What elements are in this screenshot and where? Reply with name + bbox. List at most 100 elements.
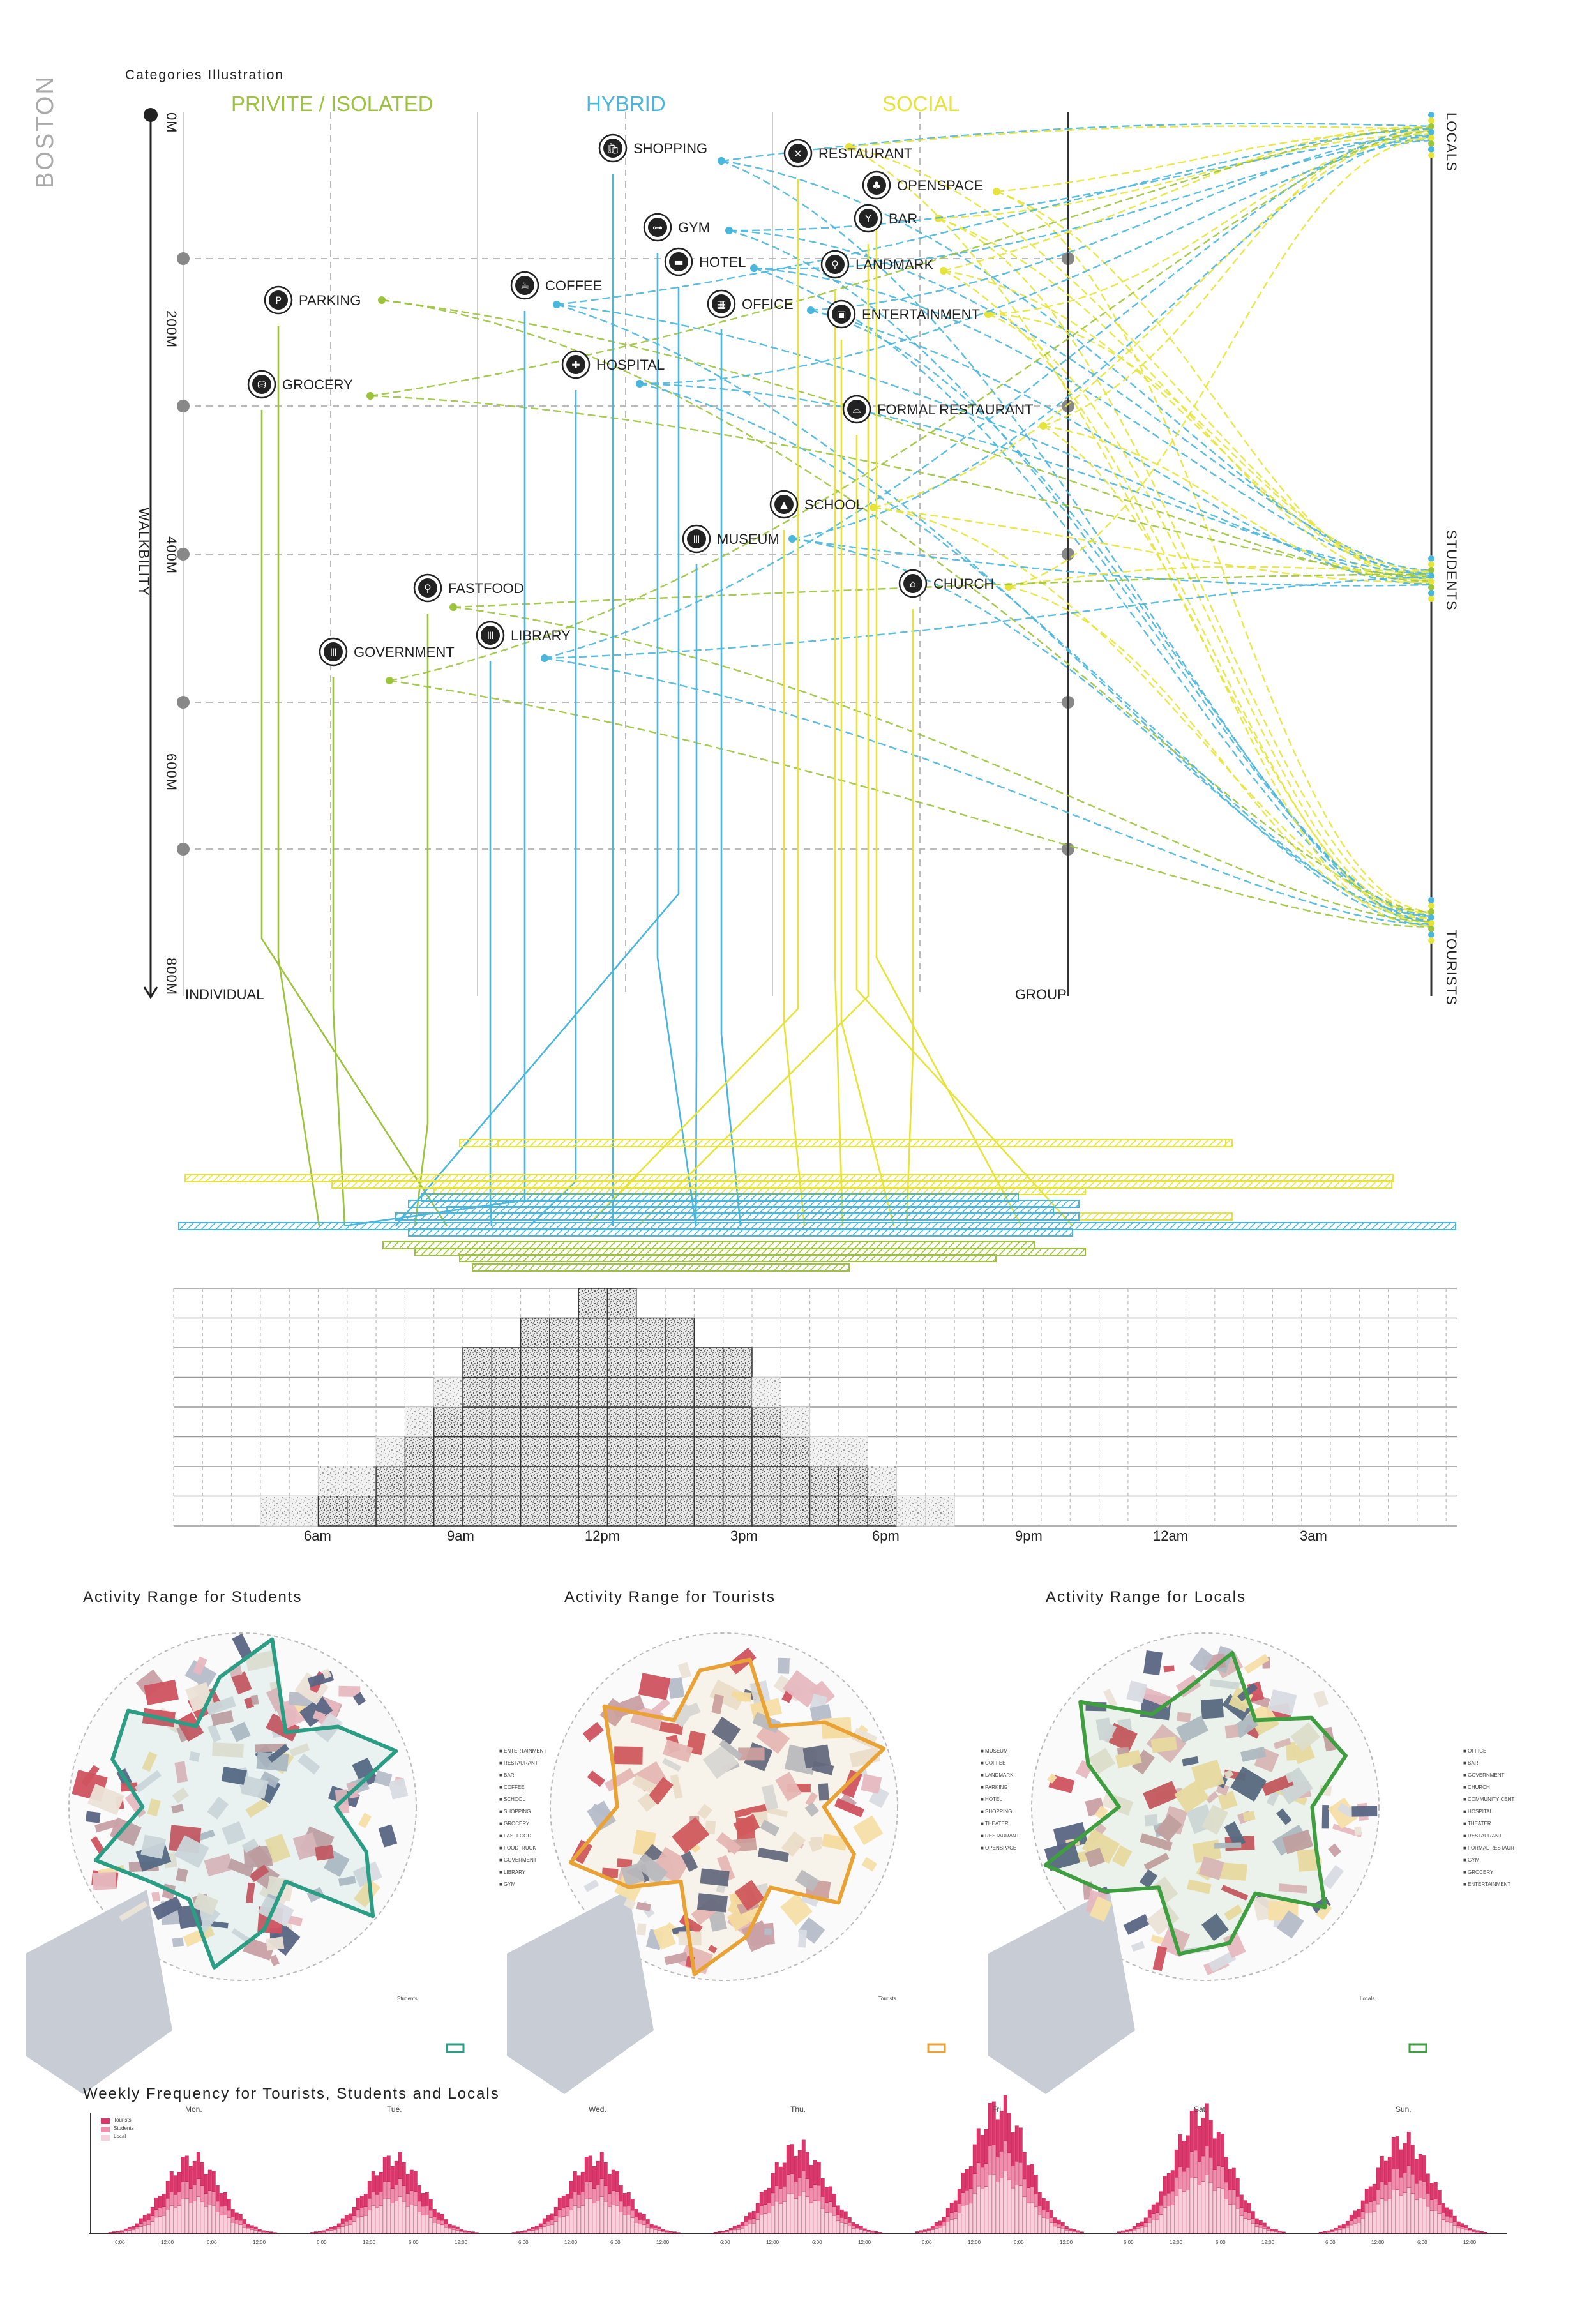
bar-students	[440, 2220, 444, 2225]
bar-students	[371, 2192, 375, 2206]
curve-origin-government	[386, 677, 393, 684]
bar-tourists	[1201, 2118, 1205, 2157]
bar-students	[394, 2185, 398, 2201]
map-block	[696, 1804, 712, 1820]
pyramid-cell	[665, 1436, 695, 1467]
bar-local	[1449, 2222, 1453, 2234]
bar-tourists	[1178, 2134, 1182, 2167]
bar-local	[463, 2231, 467, 2234]
bar-local	[949, 2219, 954, 2234]
map-block	[861, 1774, 882, 1794]
bar-local	[417, 2212, 421, 2234]
pyramid-cell	[809, 1466, 839, 1497]
bar-students	[192, 2185, 197, 2201]
bar-students	[630, 2210, 635, 2218]
icon-glyph: ⊶	[652, 222, 663, 234]
map-block	[1278, 1883, 1307, 1894]
map-block	[749, 1922, 775, 1947]
bar-tourists	[150, 2206, 154, 2216]
bar-tourists	[1456, 2221, 1461, 2226]
pyramid-cell	[549, 1466, 579, 1497]
map-block	[140, 1834, 167, 1859]
map-block	[1189, 1647, 1214, 1673]
legend-item: ■ LANDMARK	[981, 1772, 1014, 1778]
bar-tourists	[836, 2205, 840, 2215]
place-label-parking: PARKING	[299, 292, 361, 308]
bar-tourists	[1403, 2143, 1407, 2173]
bar-tourists	[1224, 2157, 1228, 2183]
bar-students	[1045, 2211, 1050, 2219]
bar-tourists	[139, 2218, 143, 2224]
bar-tourists	[965, 2169, 969, 2191]
map-block	[1285, 1770, 1299, 1783]
bar-local	[1014, 2185, 1019, 2234]
bar-local	[142, 2225, 147, 2234]
bar-local	[1018, 2185, 1023, 2234]
bar-tourists	[736, 2224, 741, 2228]
pyramid-cell	[606, 1466, 637, 1497]
group-endpoint-locals	[1428, 146, 1434, 153]
bar-students	[352, 2215, 356, 2222]
pyramid-cell	[491, 1347, 522, 1378]
pyramid-cell	[636, 1317, 666, 1348]
map-block	[1297, 1849, 1317, 1872]
bar-tourists	[759, 2192, 764, 2206]
bar-tourists	[1395, 2136, 1399, 2169]
bar-local	[538, 2229, 543, 2234]
bar-students	[794, 2182, 798, 2199]
weekly-tick-label: 6:00	[317, 2240, 327, 2245]
drop-lines	[260, 174, 1073, 1227]
bar-local	[584, 2198, 589, 2234]
map-block	[667, 1677, 685, 1699]
place-label-grocery: GROCERY	[282, 377, 353, 393]
bar-tourists	[984, 2129, 988, 2164]
curve-origin-hospital	[636, 380, 644, 388]
bar-tourists	[405, 2174, 410, 2194]
bar-students	[542, 2223, 546, 2227]
legend-item: ■ MUSEUM	[981, 1748, 1008, 1754]
icon-glyph: ✕	[794, 147, 802, 160]
map-block	[638, 1673, 671, 1700]
bar-local	[196, 2196, 200, 2234]
bar-students	[999, 2151, 1004, 2178]
map-block	[1218, 1862, 1247, 1881]
bar-students	[1197, 2161, 1201, 2185]
map-block	[818, 1783, 829, 1801]
map-block	[245, 1798, 269, 1818]
map-block	[1095, 1717, 1113, 1741]
pyramid-cell	[693, 1376, 724, 1408]
map-block	[1163, 1665, 1175, 1673]
bar-tourists	[1147, 2209, 1152, 2218]
bar-students	[142, 2220, 147, 2226]
map-block	[659, 1721, 684, 1735]
icon-glyph: ▲	[780, 499, 788, 511]
bar-local	[1011, 2187, 1015, 2234]
bar-local	[615, 2205, 619, 2234]
bar-students	[1231, 2189, 1236, 2205]
bar-tourists	[1341, 2224, 1346, 2228]
map-block	[193, 1656, 207, 1675]
bar-tourists	[1220, 2134, 1224, 2167]
bar-tourists	[184, 2155, 189, 2182]
group-endpoint-tourists	[1428, 914, 1434, 921]
pyramid-cell	[606, 1317, 637, 1348]
bar-tourists	[131, 2226, 135, 2229]
time-label-9pm: 9pm	[1015, 1528, 1043, 1544]
group-endpoint-tourists	[1428, 920, 1434, 926]
bar-local	[223, 2215, 227, 2234]
pyramid-cell	[751, 1406, 782, 1438]
bar-students	[725, 2231, 729, 2232]
weekly-tick-label: 6:00	[115, 2240, 125, 2245]
bar-tourists	[1418, 2154, 1422, 2181]
bar-local	[839, 2222, 844, 2234]
bar-tourists	[511, 2232, 516, 2233]
bar-tourists	[1391, 2137, 1396, 2169]
bar-local	[751, 2223, 756, 2234]
curve-hospital-tourists	[639, 382, 1432, 922]
curve-museum-tourists	[792, 538, 1432, 917]
bar-local	[1437, 2213, 1442, 2234]
bar-local	[204, 2206, 208, 2234]
bar-local	[843, 2223, 848, 2234]
bar-tourists	[588, 2155, 592, 2182]
bar-tourists	[1030, 2164, 1034, 2187]
